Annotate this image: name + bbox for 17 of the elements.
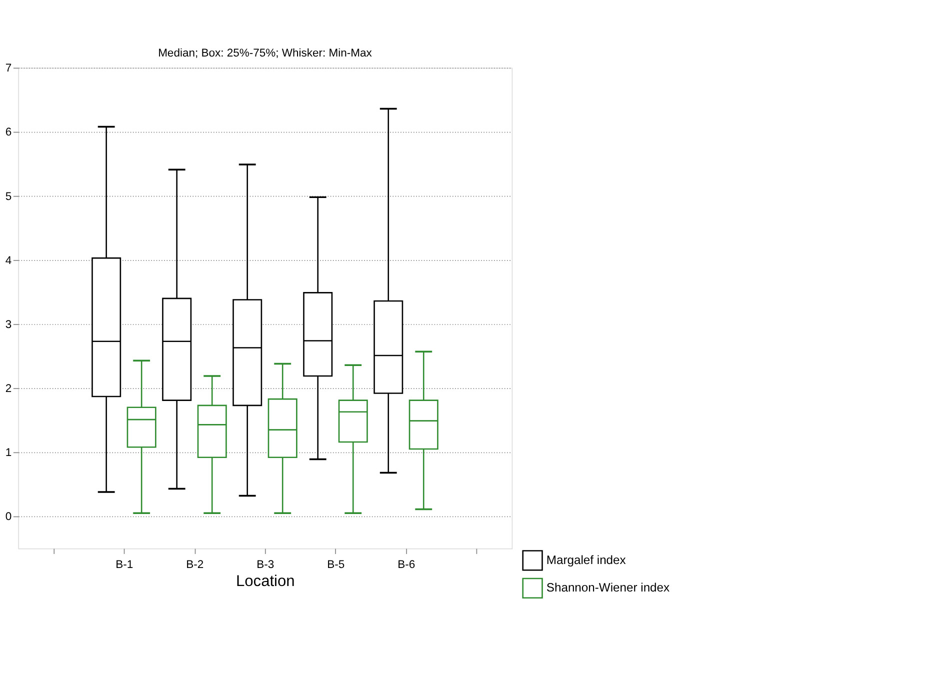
y-tick-label: 2 xyxy=(5,383,12,396)
x-tick-label: B-3 xyxy=(256,558,274,571)
y-tick-label: 6 xyxy=(5,126,12,139)
y-tick-label: 4 xyxy=(5,254,12,267)
x-axis-title: Location xyxy=(236,573,295,590)
y-tick-label: 1 xyxy=(5,447,12,460)
x-tick-label: B-1 xyxy=(116,558,134,571)
x-tick-label: B-5 xyxy=(327,558,345,571)
x-tick-label: B-6 xyxy=(398,558,416,571)
legend-label: Margalef index xyxy=(546,552,626,567)
x-tick-label: B-2 xyxy=(186,558,204,571)
chart-title: Median; Box: 25%-75%; Whisker: Min-Max xyxy=(158,47,372,60)
legend-label: Shannon-Wiener index xyxy=(546,580,670,595)
y-tick-label: 5 xyxy=(5,190,12,203)
y-tick-label: 3 xyxy=(5,318,12,331)
y-tick-label: 7 xyxy=(5,62,12,75)
y-tick-label: 0 xyxy=(5,511,12,524)
